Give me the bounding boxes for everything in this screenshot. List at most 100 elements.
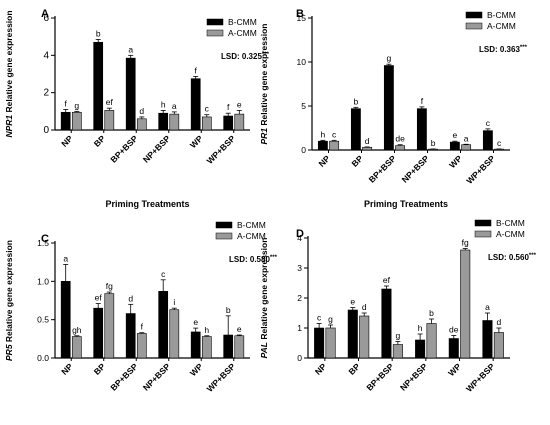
bar-b-cmm — [158, 112, 169, 131]
significance-letter: i — [173, 297, 175, 307]
significance-letter: d — [365, 136, 370, 146]
y-axis-gene: PR5 — [4, 344, 14, 361]
y-axis-title-rest: Relative gene expression — [259, 24, 269, 128]
lsd-annotation: LSD: 0.325*** — [221, 52, 270, 61]
bar-b-cmm — [190, 331, 201, 359]
significance-letter: a — [485, 302, 490, 312]
x-tick-label: NP+BSP — [400, 153, 432, 185]
bar-b-cmm — [158, 290, 169, 359]
bar-b-cmm — [190, 78, 201, 131]
significance-letter: f — [227, 102, 230, 112]
significance-letter: e — [237, 99, 242, 109]
significance-letter: b — [96, 28, 101, 38]
bar-a-cmm — [460, 249, 471, 359]
significance-letter: h — [418, 323, 423, 333]
bar-a-cmm — [234, 335, 245, 359]
x-tick-label: WP+BSP — [205, 361, 238, 394]
y-tick-label: 1.5 — [37, 238, 49, 248]
significance-letter: a — [172, 101, 177, 111]
legend-label: B-CMM — [228, 17, 257, 27]
bar-b-cmm — [415, 339, 426, 359]
x-tick-label: BP — [346, 361, 362, 377]
legend-swatch-b-cmm — [465, 11, 483, 19]
legend-label: A-CMM — [237, 231, 266, 241]
bar-b-cmm — [93, 307, 104, 359]
panel-label: B — [296, 8, 304, 20]
x-tick-label: WP+BSP — [464, 153, 497, 186]
lsd-significance: *** — [529, 253, 537, 259]
y-tick-label: 0.0 — [37, 353, 49, 363]
legend-swatch-b-cmm — [215, 221, 233, 229]
lsd-annotation: LSD: 0.363*** — [479, 45, 528, 54]
bar-a-cmm — [104, 293, 115, 359]
y-tick-label: 1.0 — [37, 276, 49, 286]
x-tick-label: BP+BSP — [364, 361, 396, 393]
bar-b-cmm — [482, 320, 493, 359]
significance-letter: f — [421, 96, 424, 106]
bar-a-cmm — [234, 113, 245, 131]
bar-b-cmm — [317, 140, 328, 151]
lsd-value: LSD: 0.325 — [221, 52, 262, 61]
significance-letter: f — [65, 98, 68, 108]
x-tick-label: WP — [188, 361, 205, 378]
x-tick-label: BP — [92, 361, 108, 377]
bar-b-cmm — [383, 65, 394, 151]
significance-letter: gh — [72, 325, 82, 335]
bar-a-cmm — [325, 327, 336, 359]
bar-a-cmm — [201, 116, 212, 131]
y-tick-label: 4 — [297, 233, 302, 243]
bar-a-cmm — [461, 144, 472, 151]
bar-b-cmm — [449, 141, 460, 151]
legend-swatch-a-cmm — [465, 22, 483, 30]
bar-b-cmm — [350, 108, 361, 151]
bar-a-cmm — [71, 336, 82, 359]
y-tick-label: 2 — [297, 293, 302, 303]
significance-letter: g — [328, 314, 333, 324]
bar-b-cmm — [223, 115, 234, 131]
x-tick-label: BP+BSP — [367, 153, 399, 185]
significance-letter: f — [195, 65, 198, 75]
x-tick-label: NP+BSP — [141, 133, 173, 165]
significance-letter: g — [387, 53, 392, 63]
significance-letter: fg — [106, 281, 113, 291]
significance-letter: fg — [462, 238, 469, 248]
y-axis-title: PR1 Relative gene expression — [259, 24, 269, 145]
bar-b-cmm — [125, 57, 136, 131]
legend-swatch-b-cmm — [206, 18, 224, 26]
bar-b-cmm — [482, 130, 493, 151]
y-tick-label: 6 — [43, 13, 49, 24]
significance-letter: e — [453, 130, 458, 140]
significance-letter: d — [139, 106, 144, 116]
x-tick-label: NP+BSP — [141, 361, 173, 393]
panel-label: A — [41, 8, 49, 20]
bar-a-cmm — [136, 118, 147, 131]
x-tick-label: WP — [447, 153, 464, 170]
y-tick-label: 4 — [43, 50, 49, 61]
significance-letter: d — [362, 302, 367, 312]
x-axis-title: Priming Treatments — [364, 199, 448, 209]
y-tick-label: 0 — [297, 353, 302, 363]
bar-a-cmm — [493, 332, 504, 359]
significance-letter: a — [63, 253, 68, 263]
y-axis-gene: NPR1 — [4, 115, 14, 138]
bar-a-cmm — [359, 315, 370, 359]
lsd-value: LSD: 0.363 — [479, 45, 520, 54]
x-tick-label: BP+BSP — [108, 361, 140, 393]
y-tick-label: 0.5 — [37, 315, 49, 325]
bar-b-cmm — [93, 41, 104, 131]
panel-label: C — [41, 233, 49, 245]
significance-letter: b — [429, 308, 434, 318]
y-axis-title-rest: Relative gene expression — [4, 10, 14, 114]
bar-a-cmm — [426, 323, 437, 359]
legend-label: B-CMM — [487, 10, 516, 20]
significance-letter: d — [128, 293, 133, 303]
legend-label: A-CMM — [496, 229, 525, 239]
legend-swatch-b-cmm — [474, 219, 492, 227]
x-tick-label: NP+BSP — [398, 361, 430, 393]
x-tick-label: WP — [446, 361, 463, 378]
y-axis-title: PAL Relative gene expression — [259, 238, 269, 359]
significance-letter: b — [354, 96, 359, 106]
